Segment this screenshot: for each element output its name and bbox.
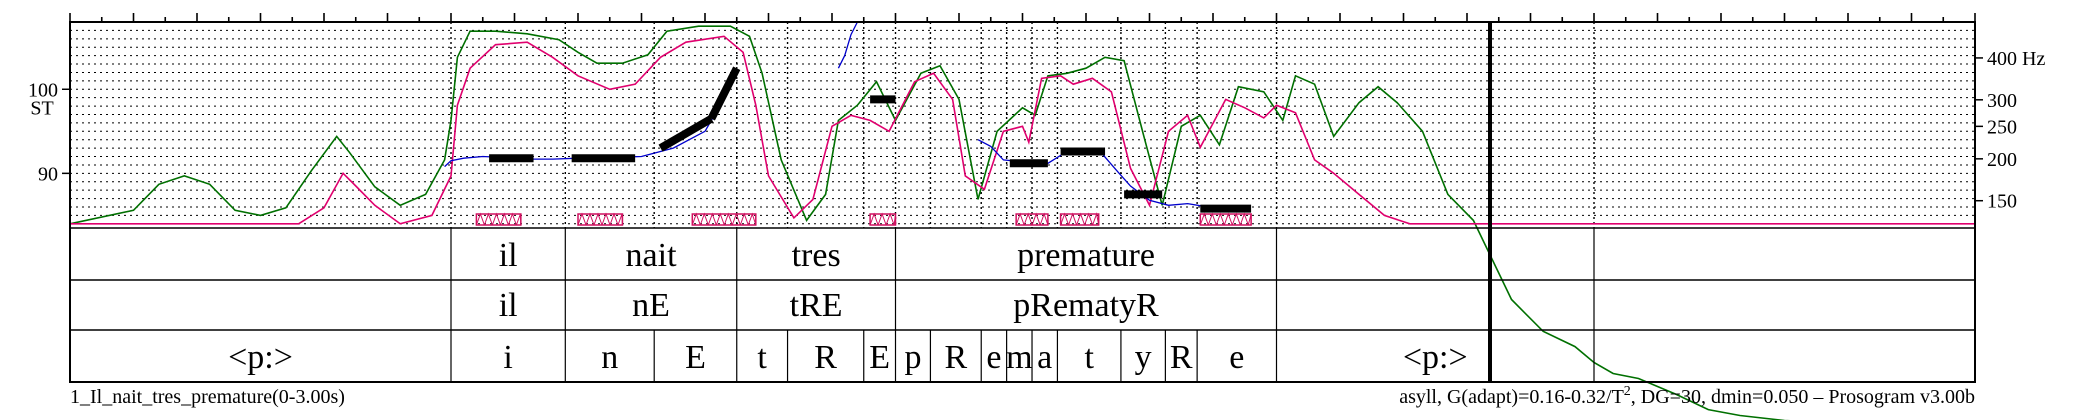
tier-label: pRematyR [1013, 287, 1159, 324]
tier-label: tres [792, 237, 841, 274]
tier-label: tRE [790, 287, 843, 324]
tier-label: E [685, 339, 706, 376]
tier-label: <p:> [228, 339, 293, 376]
tier-label: nE [632, 287, 670, 324]
nucleus-hatch [1060, 212, 1100, 226]
stylized-segment [658, 115, 714, 152]
tier-label: a [1037, 339, 1052, 376]
nucleus-hatch [1199, 212, 1252, 226]
footer-left: 1_Il_nait_tres_premature(0-3.00s) [70, 386, 345, 408]
tier-label: e [986, 339, 1001, 376]
footer-right-suffix: , DG=30, dmin=0.050 – Prosogram v3.00b [1631, 386, 1975, 408]
nucleus-hatch [1015, 212, 1049, 226]
tier-label: E [869, 339, 890, 376]
tier-label: e [1229, 339, 1244, 376]
tier-label: nait [626, 237, 678, 274]
tier-label: y [1135, 339, 1152, 376]
f0-trace-segment [837, 21, 858, 69]
hatched-nuclei [475, 212, 1252, 226]
intensity-line [69, 25, 1791, 420]
tier-label: R [944, 339, 967, 376]
stylized-pitch [489, 66, 1252, 213]
tier-label: il [499, 287, 518, 324]
nucleus-hatch [475, 212, 522, 226]
tier-label: p [904, 339, 921, 376]
tier-label: i [503, 339, 512, 376]
tier-label: t [1084, 339, 1094, 376]
axis-labels: ST 90 100 150 200 250 300 400 Hz [28, 48, 2045, 213]
tier-label: R [814, 339, 837, 376]
footer-right: asyll, G(adapt)=0.16-0.32/T2, DG=30, dmi… [1399, 384, 1975, 408]
grid-lines [70, 21, 1975, 228]
y-tick-left-label: 90 [38, 163, 58, 185]
tier-label: t [757, 339, 767, 376]
outer-frame [69, 21, 1976, 383]
footer-right-sup: 2 [1624, 384, 1631, 399]
y-tick-right-label: 300 [1987, 90, 2017, 112]
footer-right-prefix: asyll, G(adapt)=0.16-0.32/T [1399, 386, 1624, 408]
plot-frame [69, 13, 1976, 383]
nucleus-hatch [691, 212, 757, 226]
nucleus-hatch [577, 212, 623, 226]
tier-label: R [1170, 339, 1193, 376]
tier-label: m [1006, 339, 1032, 376]
tier-label: il [499, 237, 518, 274]
y-tick-left-label: 100 [28, 79, 58, 101]
y-tick-right-label: 150 [1987, 191, 2017, 213]
y-tick-right-label: 250 [1987, 116, 2017, 138]
stylized-segment [707, 66, 741, 121]
tier-label: <p:> [1403, 339, 1468, 376]
pitch-curves [69, 21, 1975, 420]
y-tick-right-label: 200 [1987, 149, 2017, 171]
y-axis-left-label: ST [30, 97, 53, 119]
f0-trace-segment [444, 73, 738, 168]
tier-label: premature [1017, 237, 1155, 274]
tier-label: n [601, 339, 618, 376]
nucleus-hatch [869, 212, 896, 226]
y-tick-right-label: 400 Hz [1987, 48, 2045, 70]
nucleus-box [1059, 213, 1100, 226]
raw-f0-line [70, 35, 1975, 225]
